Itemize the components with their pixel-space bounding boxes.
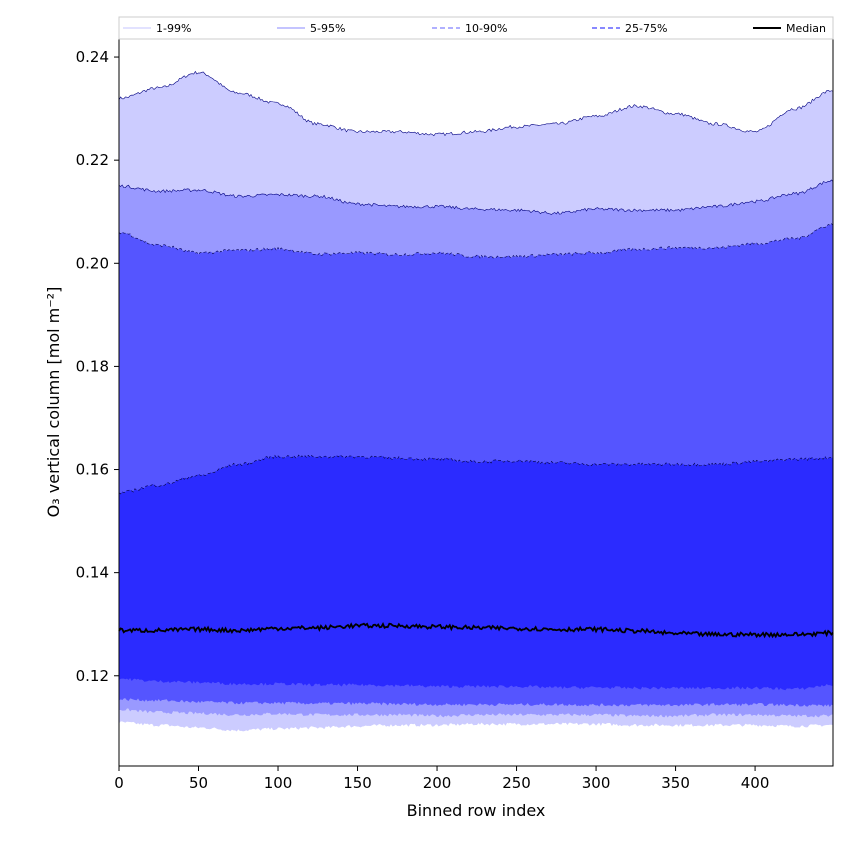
x-tick-label: 400	[741, 774, 770, 792]
y-tick-label: 0.24	[76, 48, 109, 66]
x-tick-label: 150	[343, 774, 372, 792]
median-layer	[118, 622, 834, 639]
y-tick-label: 0.12	[76, 667, 109, 685]
x-axis-label: Binned row index	[407, 801, 546, 820]
x-tick-label: 250	[502, 774, 531, 792]
x-tick-label: 100	[264, 774, 293, 792]
legend-label: 25-75%	[625, 22, 667, 35]
y-tick-label: 0.20	[76, 254, 109, 272]
band-10-90-upper-line	[118, 223, 834, 259]
y-axis-label: O₃ vertical column [mol m⁻²]	[44, 287, 63, 518]
band-1-99-upper-line	[118, 70, 834, 137]
x-tick-label: 200	[423, 774, 452, 792]
x-axis: 0 50 100 150 200 250 300 350 400	[114, 766, 769, 792]
band-10-90-lower-line	[118, 697, 834, 707]
band-layer	[118, 70, 834, 732]
y-tick-label: 0.16	[76, 461, 109, 479]
x-tick-label: 0	[114, 774, 124, 792]
legend-frame	[118, 16, 834, 40]
band-1-99-lower-line	[118, 720, 834, 732]
legend-label: 10-90%	[465, 22, 507, 35]
y-tick-label: 0.18	[76, 357, 109, 375]
band-25-75-fill	[119, 455, 833, 690]
legend: 1-99% 5-95% 10-90% 25-75% Median	[118, 16, 834, 40]
band-25-75-upper-line	[118, 454, 834, 495]
x-tick-label: 50	[189, 774, 208, 792]
y-tick-label: 0.14	[76, 564, 109, 582]
legend-label: 5-95%	[310, 22, 345, 35]
legend-label: 1-99%	[156, 22, 191, 35]
x-tick-label: 300	[582, 774, 611, 792]
band-5-95-lower-line	[118, 707, 834, 718]
band-5-95-upper-line	[118, 179, 834, 215]
band-25-75-lower-line	[118, 676, 834, 691]
legend-label: Median	[786, 22, 826, 35]
median-line	[118, 622, 834, 639]
y-axis: 0.12 0.14 0.16 0.18 0.20 0.22 0.24	[76, 48, 119, 685]
x-tick-label: 350	[661, 774, 690, 792]
y-tick-label: 0.22	[76, 151, 109, 169]
